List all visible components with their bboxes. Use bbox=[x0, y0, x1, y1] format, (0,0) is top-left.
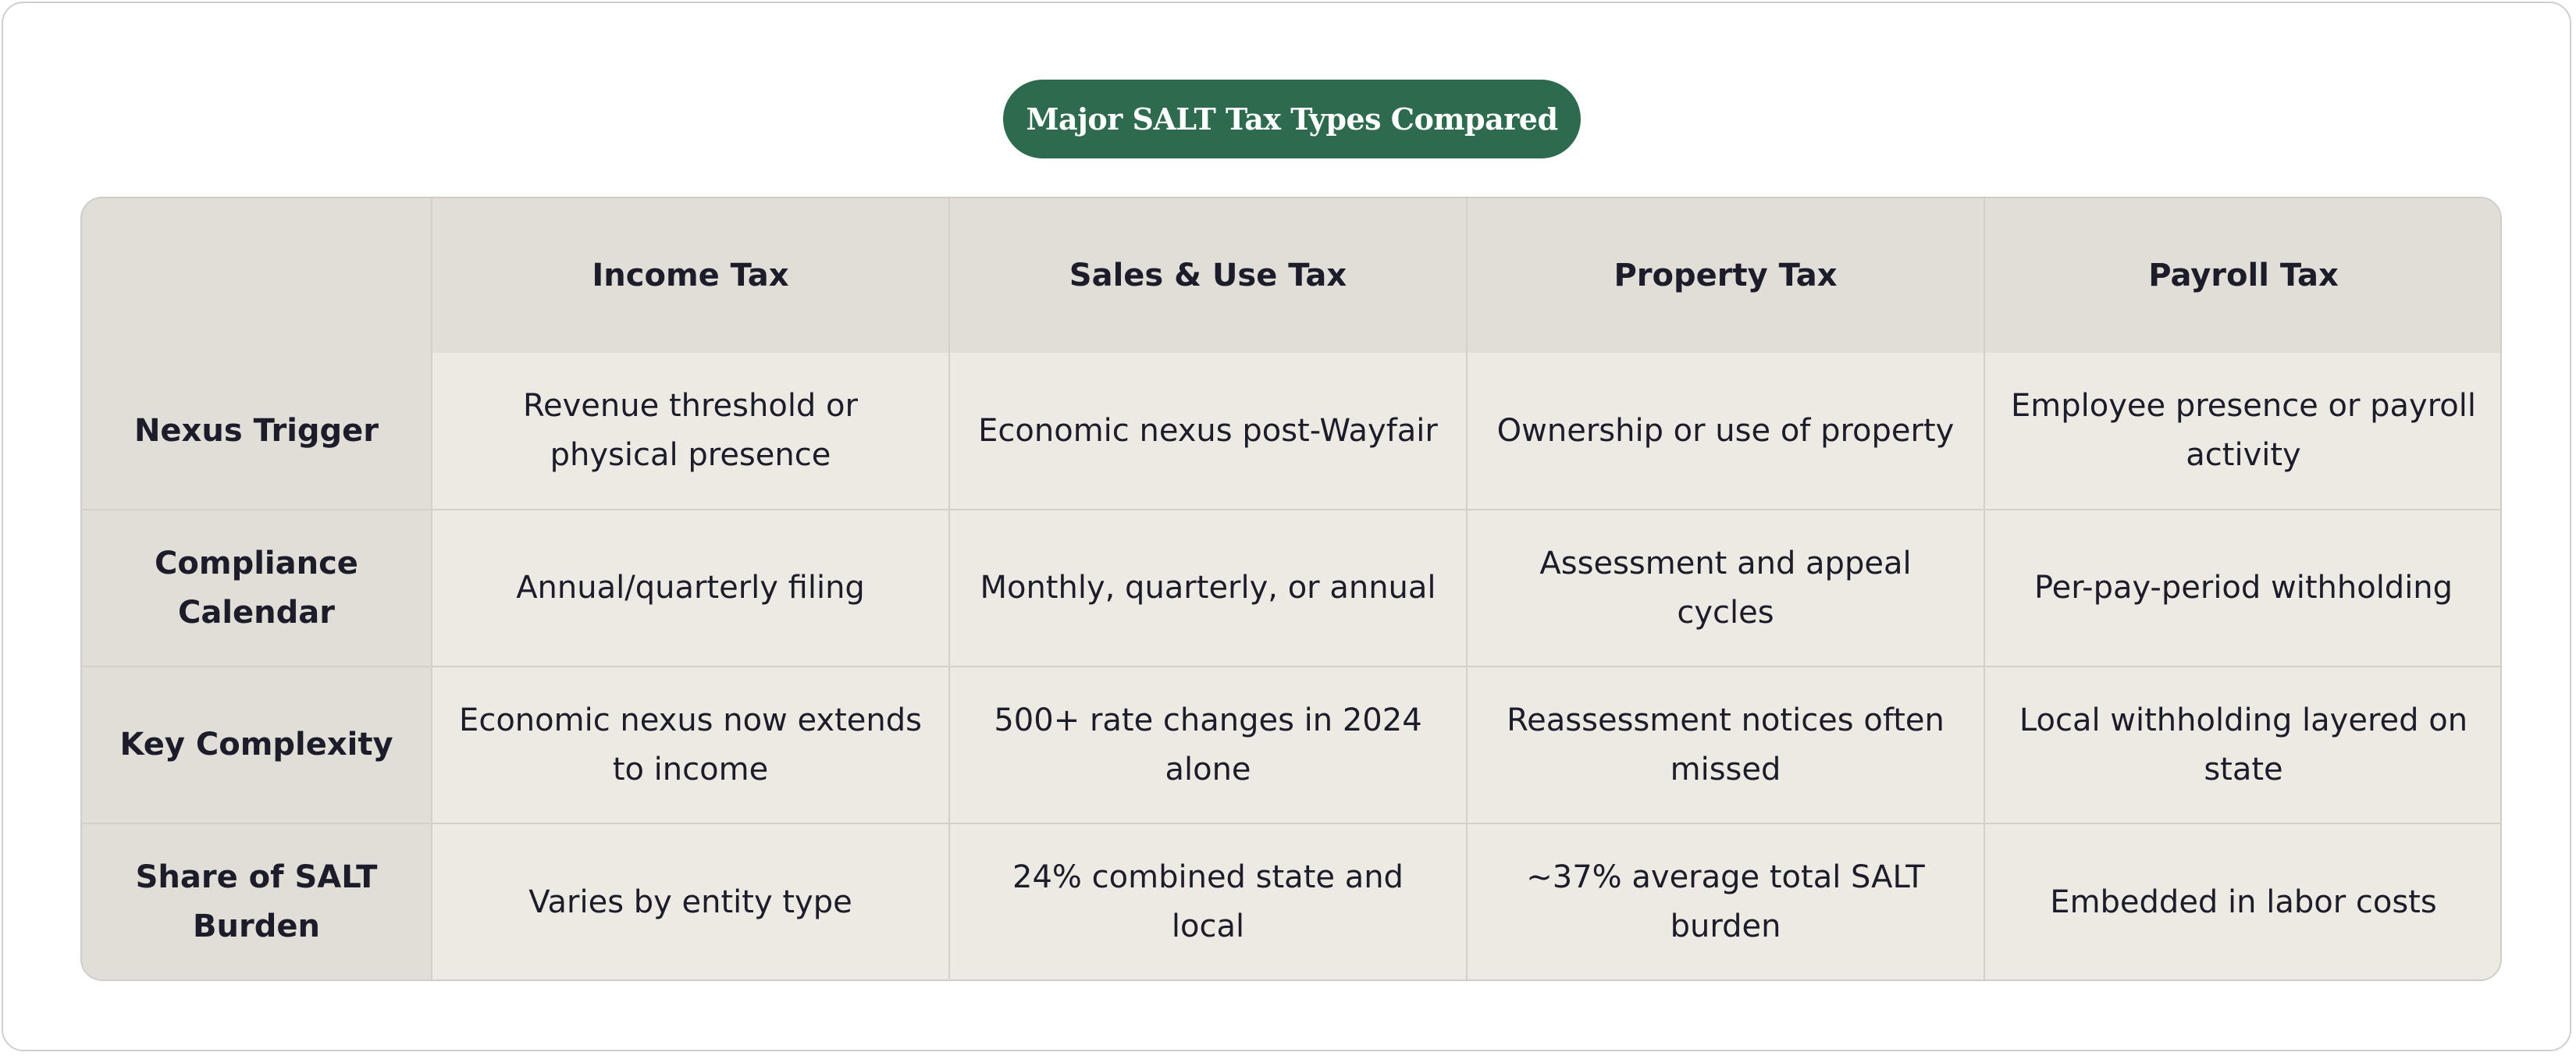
table-row-share-of-salt-burden: Share of SALT Burden Varies by entity ty… bbox=[82, 823, 2500, 980]
table-cell: Economic nexus now extends to income bbox=[432, 667, 950, 824]
table-cell: Assessment and appeal cycles bbox=[1467, 510, 1985, 667]
table-cell: Revenue threshold or physical presence bbox=[432, 353, 950, 510]
table-row-key-complexity: Key Complexity Economic nexus now extend… bbox=[82, 667, 2500, 824]
row-header-key-complexity: Key Complexity bbox=[82, 667, 432, 824]
row-header-compliance-calendar: Compliance Calendar bbox=[82, 510, 432, 667]
table-header-row: Income Tax Sales & Use Tax Property Tax … bbox=[82, 198, 2500, 353]
column-header-property-tax: Property Tax bbox=[1467, 198, 1985, 353]
row-header-share-of-salt-burden: Share of SALT Burden bbox=[82, 823, 432, 980]
column-header-sales-use-tax: Sales & Use Tax bbox=[949, 198, 1468, 353]
column-header-payroll-tax: Payroll Tax bbox=[1984, 198, 2500, 353]
table-cell: Annual/quarterly filing bbox=[432, 510, 950, 667]
table-cell: Employee presence or payroll activity bbox=[1984, 353, 2500, 510]
table-cell: Local withholding layered on state bbox=[1984, 667, 2500, 824]
table-corner-cell bbox=[82, 198, 432, 353]
table-cell: Reassessment notices often missed bbox=[1467, 667, 1985, 824]
column-header-income-tax: Income Tax bbox=[432, 198, 950, 353]
row-header-nexus-trigger: Nexus Trigger bbox=[82, 353, 432, 510]
comparison-table: Income Tax Sales & Use Tax Property Tax … bbox=[80, 197, 2502, 981]
table-cell: Embedded in labor costs bbox=[1984, 823, 2500, 980]
table-cell: ~37% average total SALT burden bbox=[1467, 823, 1985, 980]
table-cell: Ownership or use of property bbox=[1467, 353, 1985, 510]
page-title: Major SALT Tax Types Compared bbox=[1003, 80, 1581, 158]
table-cell: 24% combined state and local bbox=[949, 823, 1468, 980]
table-row-compliance-calendar: Compliance Calendar Annual/quarterly fil… bbox=[82, 510, 2500, 667]
table-cell: Varies by entity type bbox=[432, 823, 950, 980]
table-row-nexus-trigger: Nexus Trigger Revenue threshold or physi… bbox=[82, 353, 2500, 510]
table-cell: Per-pay-period withholding bbox=[1984, 510, 2500, 667]
table-cell: 500+ rate changes in 2024 alone bbox=[949, 667, 1468, 824]
table-cell: Monthly, quarterly, or annual bbox=[949, 510, 1468, 667]
table-cell: Economic nexus post-Wayfair bbox=[949, 353, 1468, 510]
